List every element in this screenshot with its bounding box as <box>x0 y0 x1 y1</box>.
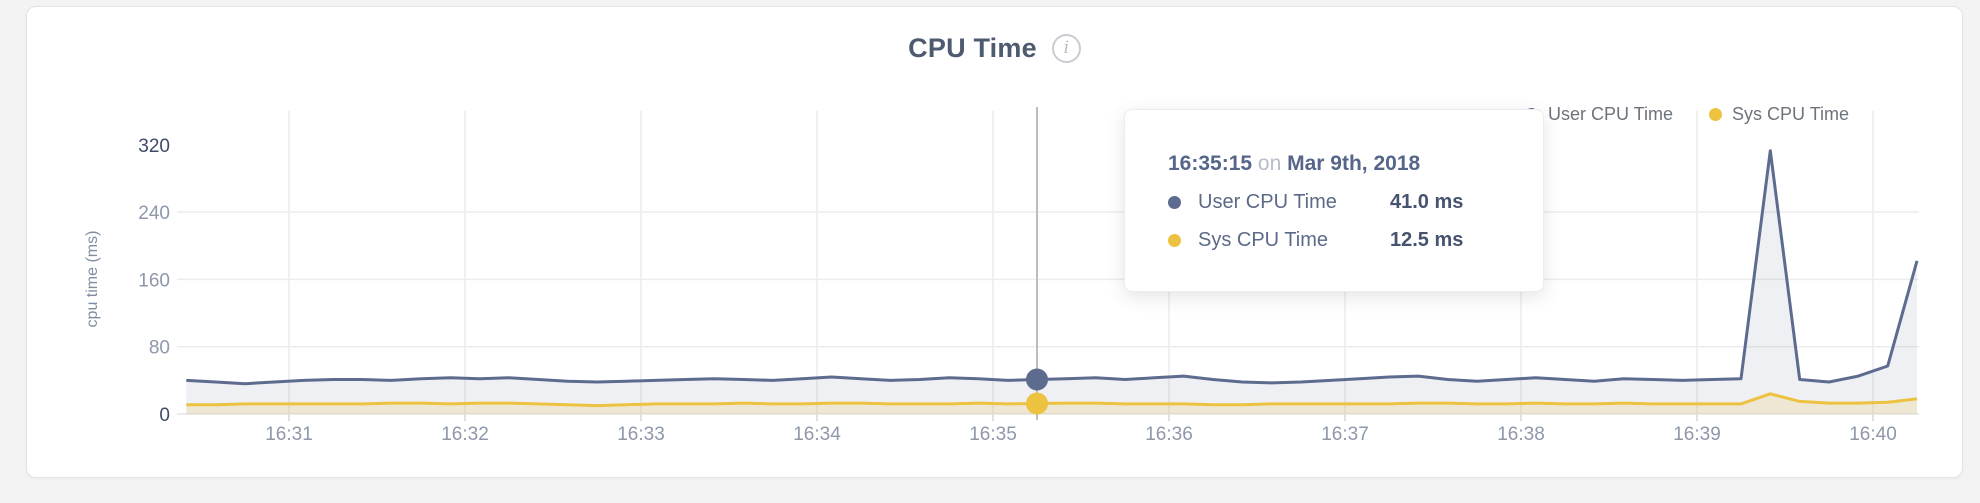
sys-series-dot-icon <box>1709 108 1723 121</box>
x-tick-label: 16:36 <box>1145 424 1193 445</box>
series-line-sys[interactable] <box>186 392 1918 408</box>
tooltip-series-value: 12.5 ms <box>1390 229 1464 251</box>
x-tick-label: 16:39 <box>1673 424 1721 445</box>
cpu-time-panel: CPU Time i User CPU Time Sys CPU Time 0 8… <box>26 6 1963 478</box>
cpu-time-chart[interactable]: 0 80 160 240 320 16:31 16:32 16:33 16:34 16:35 16:… <box>27 7 1980 503</box>
x-tick-label: 16:37 <box>1321 424 1369 445</box>
chart-legend: User CPU Time Sys CPU Time <box>1525 104 1849 125</box>
y-tick-label: 320 <box>138 136 170 157</box>
sys-series-dot-icon <box>1168 234 1181 247</box>
x-tick-label: 16:33 <box>617 424 665 445</box>
x-tick-label: 16:32 <box>441 424 489 445</box>
y-axis-title: cpu time (ms) <box>84 231 101 328</box>
tooltip-series-label: Sys CPU Time <box>1198 229 1329 251</box>
tooltip-row-user: User CPU Time 41.0 ms <box>1168 191 1543 214</box>
chart-title: CPU Time <box>908 33 1037 63</box>
y-tick-label: 0 <box>159 405 170 426</box>
y-tick-label: 240 <box>138 203 170 224</box>
x-tick-label: 16:40 <box>1849 424 1897 445</box>
user-series-dot-icon <box>1168 196 1181 209</box>
y-tick-label: 80 <box>149 338 170 359</box>
tooltip-series-value: 41.0 ms <box>1390 191 1464 213</box>
tooltip-timestamp: 16:35:15 on Mar 9th, 2018 <box>1168 152 1543 176</box>
series-area-user <box>186 150 1917 414</box>
hover-point-sys[interactable] <box>1026 392 1048 415</box>
chart-tooltip: 16:35:15 on Mar 9th, 2018 User CPU Time … <box>1124 109 1544 292</box>
chart-header: CPU Time i <box>27 33 1962 64</box>
x-tick-label: 16:38 <box>1497 424 1545 445</box>
info-icon[interactable]: i <box>1051 34 1081 63</box>
tooltip-time: 16:35:15 <box>1168 152 1253 175</box>
legend-item-user-cpu-time[interactable]: User CPU Time <box>1525 104 1673 125</box>
x-tick-label: 16:35 <box>969 424 1017 445</box>
tooltip-conjunction: on <box>1257 152 1282 175</box>
x-tick-label: 16:31 <box>265 424 313 445</box>
tooltip-date: Mar 9th, 2018 <box>1287 152 1421 175</box>
y-tick-label: 160 <box>138 270 170 291</box>
legend-label: Sys CPU Time <box>1732 104 1850 124</box>
x-tick-label: 16:34 <box>793 424 841 445</box>
legend-label: User CPU Time <box>1548 104 1674 124</box>
series-line-user[interactable] <box>186 149 1919 386</box>
tooltip-row-sys: Sys CPU Time 12.5 ms <box>1168 229 1543 252</box>
hover-point-user[interactable] <box>1026 368 1048 391</box>
tooltip-series-label: User CPU Time <box>1198 191 1337 213</box>
legend-item-sys-cpu-time[interactable]: Sys CPU Time <box>1709 104 1849 125</box>
